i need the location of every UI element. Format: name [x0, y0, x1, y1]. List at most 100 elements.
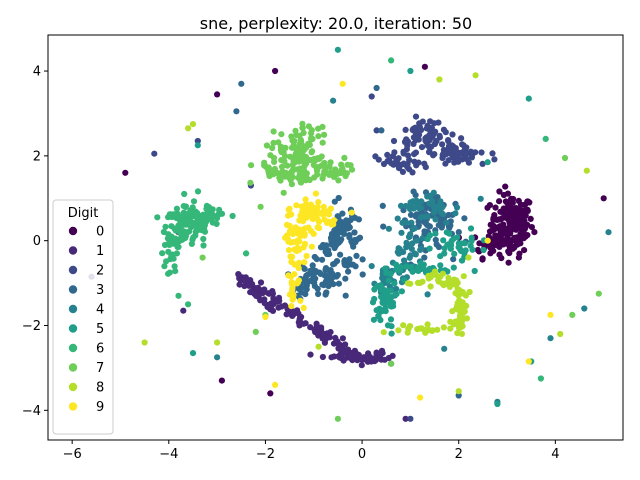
- data-point: [294, 226, 301, 233]
- data-point: [403, 161, 410, 169]
- data-point: [462, 247, 469, 254]
- data-point: [327, 159, 334, 166]
- data-point: [267, 152, 274, 159]
- data-point: [257, 279, 265, 286]
- data-point: [525, 358, 532, 365]
- data-point: [452, 210, 459, 217]
- data-point: [480, 246, 487, 254]
- data-point: [327, 329, 334, 336]
- data-point: [413, 237, 420, 244]
- data-point: [393, 291, 400, 298]
- series-5: [189, 46, 535, 408]
- data-point: [333, 258, 341, 265]
- data-point: [154, 214, 161, 221]
- data-point: [285, 247, 293, 254]
- data-point: [402, 415, 409, 422]
- data-point: [528, 224, 536, 231]
- data-point: [381, 300, 388, 307]
- data-point: [243, 250, 250, 257]
- data-point: [205, 204, 212, 211]
- data-point: [411, 151, 418, 158]
- data-point: [581, 305, 588, 312]
- data-point: [348, 209, 355, 216]
- data-point: [429, 327, 436, 334]
- data-point: [436, 76, 443, 83]
- data-point: [295, 148, 302, 155]
- data-point: [408, 219, 415, 226]
- data-point: [289, 253, 296, 260]
- data-point: [484, 159, 491, 166]
- data-point: [319, 139, 326, 146]
- data-point: [214, 91, 221, 98]
- legend-marker: [68, 246, 78, 255]
- data-point: [280, 189, 287, 196]
- data-point: [299, 124, 306, 131]
- data-point: [264, 303, 271, 311]
- data-point: [295, 237, 302, 244]
- data-point: [275, 139, 282, 146]
- data-point: [424, 235, 431, 243]
- data-point: [267, 390, 274, 397]
- data-point: [343, 170, 350, 177]
- data-point: [447, 318, 454, 325]
- data-point: [301, 213, 308, 220]
- legend-marker: [68, 343, 78, 353]
- data-point: [181, 190, 188, 198]
- data-point: [194, 137, 201, 145]
- data-point: [411, 225, 418, 232]
- data-point: [181, 228, 188, 235]
- data-point: [508, 218, 515, 225]
- data-point: [203, 218, 210, 225]
- data-point: [295, 285, 302, 292]
- data-point: [502, 198, 509, 205]
- data-point: [229, 212, 236, 220]
- data-point: [499, 215, 506, 222]
- data-point: [270, 295, 277, 302]
- data-point: [301, 265, 308, 272]
- x-tick-label: −4: [159, 447, 178, 462]
- data-point: [379, 202, 386, 209]
- data-point: [382, 308, 389, 315]
- data-point: [248, 162, 255, 169]
- y-axis: −4 −2 0 2 4: [22, 65, 48, 419]
- data-point: [289, 168, 296, 175]
- data-point: [459, 310, 466, 317]
- data-point: [293, 247, 300, 255]
- data-point: [426, 272, 433, 280]
- data-point: [506, 244, 513, 251]
- data-point: [337, 251, 344, 258]
- data-point: [434, 326, 441, 333]
- data-point: [314, 171, 321, 178]
- data-point: [391, 280, 398, 287]
- data-point: [310, 230, 317, 237]
- data-point: [512, 210, 519, 217]
- data-point: [312, 157, 319, 164]
- data-point: [388, 330, 395, 337]
- data-point: [185, 301, 192, 308]
- data-point: [160, 228, 167, 236]
- data-point: [269, 290, 276, 297]
- data-point: [297, 136, 304, 143]
- data-point: [368, 263, 375, 270]
- data-point: [295, 174, 302, 181]
- data-point: [389, 153, 397, 160]
- data-point: [288, 280, 295, 287]
- data-point: [359, 355, 366, 362]
- data-point: [430, 152, 437, 159]
- data-point: [557, 330, 564, 338]
- data-point: [412, 213, 419, 220]
- data-point: [291, 261, 298, 268]
- data-point: [547, 311, 554, 318]
- data-point: [409, 169, 416, 176]
- data-point: [194, 188, 202, 195]
- data-point: [380, 329, 387, 336]
- data-point: [213, 220, 220, 227]
- data-point: [300, 158, 307, 165]
- data-point: [437, 273, 444, 280]
- data-point: [453, 156, 460, 163]
- data-point: [479, 160, 486, 167]
- data-point: [400, 322, 407, 329]
- data-point: [468, 152, 476, 159]
- data-point: [435, 119, 442, 126]
- data-point: [394, 265, 401, 272]
